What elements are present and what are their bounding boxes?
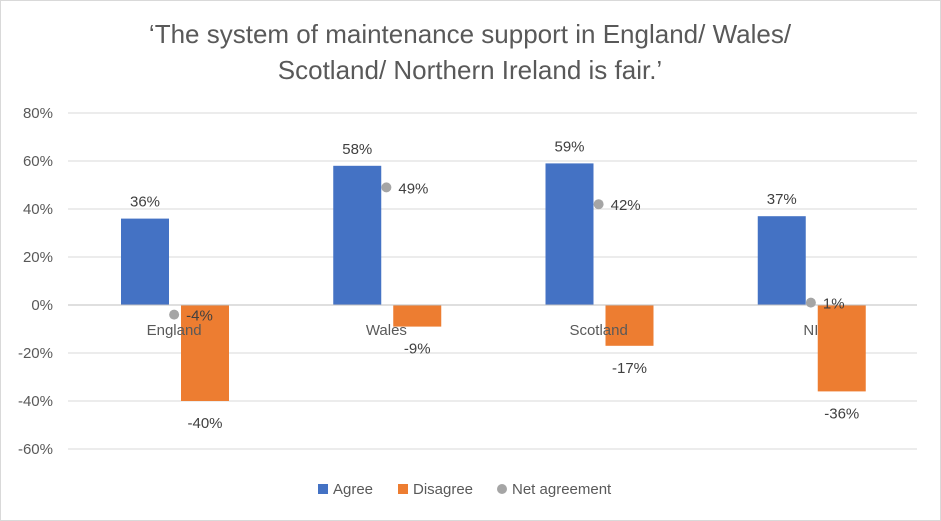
agree-data-label: 58% xyxy=(342,141,372,158)
y-tick-label: 40% xyxy=(23,201,53,218)
agree-bar xyxy=(333,165,382,305)
legend: Agree Disagree Net agreement xyxy=(318,481,612,498)
y-tick-label: -40% xyxy=(18,393,53,410)
y-tick-label: -20% xyxy=(18,345,53,362)
agree-data-label: 36% xyxy=(130,194,160,211)
category-label: Scotland xyxy=(569,322,627,339)
agree-bar xyxy=(757,216,806,305)
disagree-bar xyxy=(393,305,442,327)
category-labels: England Wales Scotland NI xyxy=(147,322,819,339)
chart-title: ‘The system of maintenance support in En… xyxy=(148,19,792,85)
disagree-bar xyxy=(605,305,654,346)
net-agreement-point xyxy=(381,182,392,193)
y-tick-label: 80% xyxy=(23,105,53,122)
y-axis-ticks: 80% 60% 40% 20% 0% -20% -40% -60% xyxy=(18,105,53,458)
net-agreement-point xyxy=(169,309,180,320)
y-tick-label: 60% xyxy=(23,153,53,170)
legend-swatch xyxy=(318,484,328,494)
agree-data-label: 59% xyxy=(554,138,584,155)
category-label: Wales xyxy=(366,322,407,339)
data-labels: 36% -40% -4% 58% -9% 49% 59% -17% 42% 37% -36% 1% xyxy=(130,138,859,432)
agree-data-label: 37% xyxy=(767,191,797,208)
disagree-bar xyxy=(181,305,229,401)
category-label: England xyxy=(147,322,202,339)
disagree-bar xyxy=(817,305,866,392)
net-agreement-point xyxy=(805,297,816,308)
legend-label: Net agreement xyxy=(512,481,612,498)
net-agreement-point xyxy=(593,199,604,210)
y-tick-label: 20% xyxy=(23,249,53,266)
y-tick-label: -60% xyxy=(18,441,53,458)
legend-label: Disagree xyxy=(413,481,473,498)
y-tick-label: 0% xyxy=(31,297,53,314)
disagree-data-label: -9% xyxy=(404,341,431,358)
disagree-data-label: -36% xyxy=(824,405,859,422)
agree-bar xyxy=(545,163,594,305)
disagree-data-label: -17% xyxy=(612,360,647,377)
net-agreement-data-label: -4% xyxy=(186,308,213,325)
disagree-data-label: -40% xyxy=(187,415,222,432)
net-agreement-data-label: 1% xyxy=(823,296,845,313)
agree-bar xyxy=(121,218,169,305)
bars xyxy=(121,163,866,401)
category-label: NI xyxy=(803,322,818,339)
legend-swatch xyxy=(398,484,408,494)
net-agreement-data-label: 42% xyxy=(611,197,641,214)
net-agreement-data-label: 49% xyxy=(398,180,428,197)
legend-swatch xyxy=(497,484,507,494)
net-agreement-points xyxy=(169,182,816,320)
legend-label: Agree xyxy=(333,481,373,498)
